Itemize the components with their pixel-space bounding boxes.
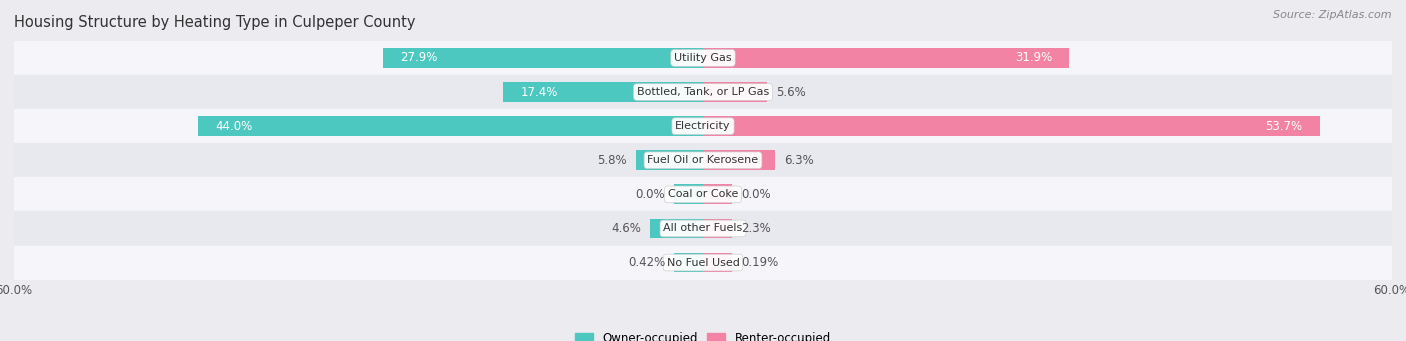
Text: Utility Gas: Utility Gas — [675, 53, 731, 63]
Bar — [703, 219, 731, 238]
Bar — [650, 219, 703, 238]
Text: 0.0%: 0.0% — [636, 188, 665, 201]
Text: Housing Structure by Heating Type in Culpeper County: Housing Structure by Heating Type in Cul… — [14, 15, 416, 30]
Bar — [14, 177, 1392, 211]
Bar — [703, 48, 1070, 68]
Text: 53.7%: 53.7% — [1265, 120, 1302, 133]
Bar — [703, 253, 731, 272]
Text: 44.0%: 44.0% — [215, 120, 252, 133]
Bar — [675, 184, 703, 204]
Text: All other Fuels: All other Fuels — [664, 223, 742, 234]
Text: Coal or Coke: Coal or Coke — [668, 189, 738, 199]
Text: Source: ZipAtlas.com: Source: ZipAtlas.com — [1274, 10, 1392, 20]
Text: 0.19%: 0.19% — [741, 256, 778, 269]
Text: 5.8%: 5.8% — [598, 154, 627, 167]
Bar — [14, 109, 1392, 143]
Text: Bottled, Tank, or LP Gas: Bottled, Tank, or LP Gas — [637, 87, 769, 97]
Text: 17.4%: 17.4% — [520, 86, 558, 99]
Bar — [14, 246, 1392, 280]
Text: 6.3%: 6.3% — [785, 154, 814, 167]
Bar — [14, 75, 1392, 109]
Bar — [703, 116, 1320, 136]
Bar — [14, 211, 1392, 246]
Bar — [382, 48, 703, 68]
Bar — [703, 150, 775, 170]
Text: 5.6%: 5.6% — [776, 86, 806, 99]
Bar — [675, 253, 703, 272]
Legend: Owner-occupied, Renter-occupied: Owner-occupied, Renter-occupied — [571, 328, 835, 341]
Bar — [14, 143, 1392, 177]
Text: Electricity: Electricity — [675, 121, 731, 131]
Text: 0.0%: 0.0% — [741, 188, 770, 201]
Bar — [503, 82, 703, 102]
Bar — [703, 82, 768, 102]
Text: Fuel Oil or Kerosene: Fuel Oil or Kerosene — [647, 155, 759, 165]
Text: 0.42%: 0.42% — [628, 256, 665, 269]
Bar — [703, 184, 731, 204]
Text: No Fuel Used: No Fuel Used — [666, 257, 740, 268]
Text: 27.9%: 27.9% — [399, 51, 437, 64]
Text: 31.9%: 31.9% — [1015, 51, 1052, 64]
Text: 4.6%: 4.6% — [612, 222, 641, 235]
Text: 2.3%: 2.3% — [741, 222, 770, 235]
Bar — [14, 41, 1392, 75]
Bar — [637, 150, 703, 170]
Bar — [198, 116, 703, 136]
